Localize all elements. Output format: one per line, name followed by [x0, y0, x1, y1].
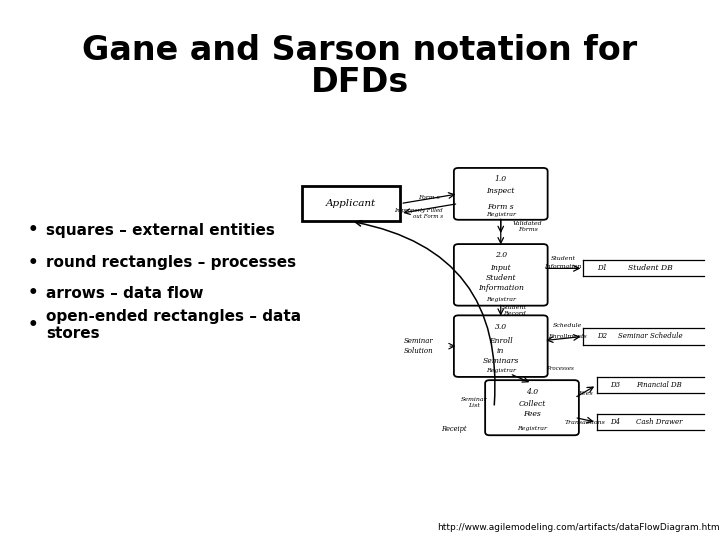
- Text: Financial DB: Financial DB: [636, 381, 682, 389]
- Text: Enrollments: Enrollments: [549, 334, 587, 339]
- Text: Student: Student: [551, 256, 576, 261]
- Text: arrows – data flow: arrows – data flow: [46, 286, 204, 300]
- Text: D4: D4: [610, 418, 620, 426]
- Text: Inspect: Inspect: [487, 187, 515, 194]
- Text: 4.0: 4.0: [526, 388, 538, 395]
- Text: Schedule: Schedule: [553, 322, 582, 328]
- Text: Applicant: Applicant: [326, 199, 377, 208]
- Text: Registrar: Registrar: [486, 296, 516, 302]
- Text: Gane and Sarson notation for: Gane and Sarson notation for: [82, 33, 638, 66]
- Text: Collect: Collect: [518, 401, 546, 408]
- Text: Seminar
List: Seminar List: [461, 397, 487, 408]
- Text: Solution: Solution: [403, 347, 433, 355]
- Text: Student
Record: Student Record: [502, 305, 526, 316]
- Text: Information: Information: [544, 264, 582, 269]
- Text: Seminar Schedule: Seminar Schedule: [618, 333, 683, 340]
- Text: Form s: Form s: [418, 195, 440, 200]
- Text: Student: Student: [485, 274, 516, 282]
- Text: 3.0: 3.0: [495, 323, 507, 330]
- Text: Processes: Processes: [546, 366, 575, 372]
- Text: Improperly Filled
out Form s: Improperly Filled out Form s: [394, 208, 443, 219]
- Text: •: •: [28, 254, 39, 272]
- Text: Registrar: Registrar: [486, 212, 516, 218]
- Text: Validated
Forms: Validated Forms: [513, 221, 542, 232]
- Text: Enroll: Enroll: [489, 338, 513, 345]
- Text: D1: D1: [597, 265, 607, 272]
- Text: Fees: Fees: [578, 390, 593, 396]
- Bar: [302, 186, 400, 221]
- Text: 1.0: 1.0: [495, 176, 507, 183]
- Text: Seminars: Seminars: [482, 357, 519, 364]
- Text: •: •: [28, 316, 39, 334]
- Text: Seminar: Seminar: [403, 338, 433, 345]
- Text: Cash Drawer: Cash Drawer: [636, 418, 683, 426]
- Text: Form s: Form s: [487, 203, 514, 211]
- Text: open-ended rectangles – data
stores: open-ended rectangles – data stores: [46, 309, 301, 341]
- Text: Input: Input: [490, 265, 511, 272]
- Text: •: •: [28, 284, 39, 302]
- Text: D2: D2: [597, 333, 607, 340]
- Text: Student DB: Student DB: [628, 265, 672, 272]
- Text: Transactions: Transactions: [565, 420, 606, 425]
- Text: Registrar: Registrar: [486, 368, 516, 373]
- Text: Information: Information: [478, 284, 523, 292]
- Text: 2.0: 2.0: [495, 252, 507, 259]
- Text: squares – external entities: squares – external entities: [46, 222, 275, 238]
- Text: in: in: [497, 347, 505, 355]
- Text: •: •: [28, 221, 39, 239]
- Text: Fees: Fees: [523, 410, 541, 418]
- Text: Registrar: Registrar: [517, 426, 547, 431]
- Text: round rectangles – processes: round rectangles – processes: [46, 255, 296, 271]
- Text: http://www.agilemodeling.com/artifacts/dataFlowDiagram.htm: http://www.agilemodeling.com/artifacts/d…: [437, 523, 720, 532]
- Text: DFDs: DFDs: [311, 65, 409, 98]
- Text: D3: D3: [610, 381, 620, 389]
- Text: Receipt: Receipt: [441, 425, 467, 433]
